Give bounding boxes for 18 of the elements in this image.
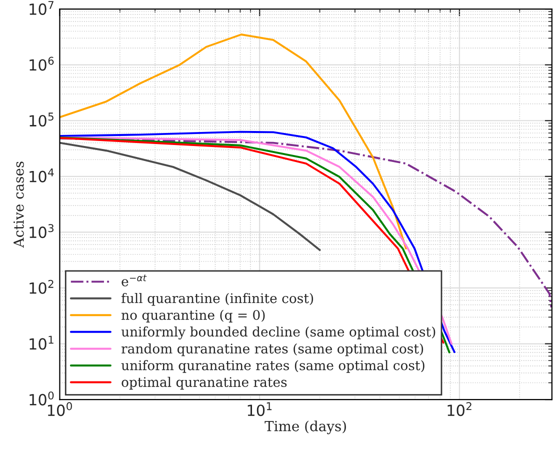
y-tick-label: 10$^{2}$: [30, 280, 54, 294]
y-tick-label: 10$^{7}$: [30, 1, 54, 15]
x-axis-title: Time (days): [264, 420, 346, 434]
legend-label: e$^{−αt}$: [122, 274, 147, 286]
legend-label: random quranatine rates (same optimal cost): [122, 343, 424, 356]
legend-label: optimal quranatine rates: [122, 376, 287, 390]
y-tick-label: 10$^{4}$: [30, 168, 54, 182]
x-tick-label: 10$^{1}$: [248, 402, 272, 416]
legend-label: full quarantine (infinite cost): [122, 292, 314, 306]
y-tick-label: 10$^{1}$: [30, 336, 54, 350]
y-tick-label: 10$^{6}$: [30, 56, 54, 71]
y-axis-title: Active cases: [13, 162, 24, 248]
legend-label: uniformly bounded decline (same optimal cost): [121, 326, 436, 340]
legend-label: uniform quranatine rates (same optimal cost): [121, 360, 424, 373]
x-tick-label: 10$^{2}$: [448, 402, 472, 416]
legend-label: no quarantine (q = 0): [122, 310, 265, 322]
y-tick-label: 10$^{3}$: [30, 224, 54, 238]
y-tick-label: 10$^{5}$: [30, 112, 54, 127]
